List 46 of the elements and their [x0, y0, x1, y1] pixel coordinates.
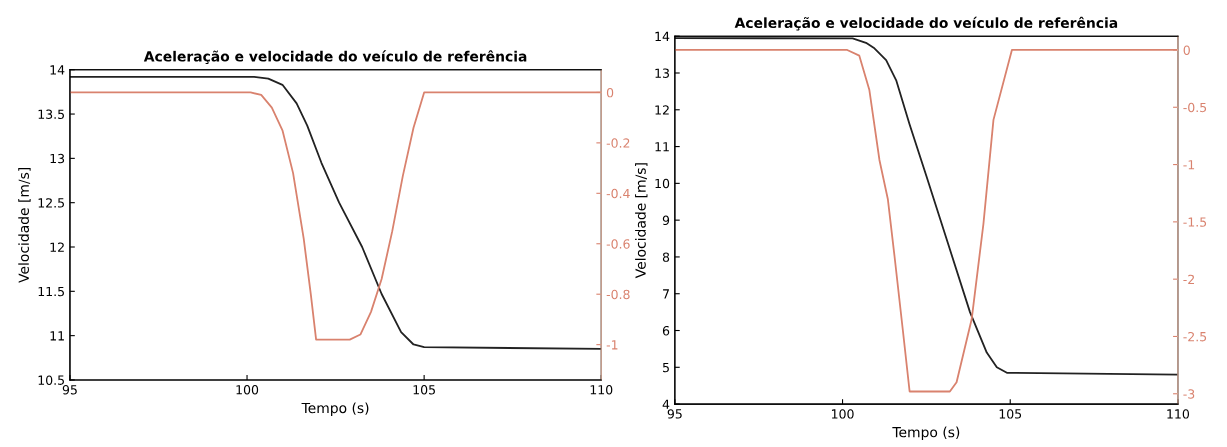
y-tick-label: 13 [50, 153, 65, 164]
y-tick-label: 11 [655, 142, 669, 152]
y-tick-label: 10 [655, 178, 670, 189]
y-tick-label: 13 [655, 68, 669, 78]
x-axis-title: Tempo (s) [892, 426, 960, 441]
y-tick-label: 10.5 [38, 375, 64, 385]
y-tick-label: 12 [50, 242, 64, 252]
y-axis-title: Velocidade [m/s] [635, 163, 648, 279]
y2-tick-label: -1.5 [1183, 217, 1207, 227]
y2-tick-label: -2 [1183, 274, 1194, 284]
chart-title: Aceleração e velocidade do veículo de referência [143, 50, 527, 65]
y2-tick-label: -3 [1183, 389, 1195, 399]
y2-tick-label: -0.5 [1183, 102, 1207, 113]
x-tick-label: 100 [236, 385, 259, 395]
chart-title: Aceleração e velocidade do veículo de referência [734, 16, 1118, 31]
x-axis-title: Tempo (s) [301, 402, 369, 416]
y-tick-label: 11.5 [38, 286, 64, 297]
x-tick-label: 95 [667, 409, 682, 419]
y2-tick-label: -0.8 [606, 289, 630, 300]
y-tick-label: 13.5 [38, 109, 64, 119]
y2-tick-label: 0 [1183, 45, 1190, 55]
y2-tick-label: 0 [606, 87, 614, 98]
y2-tick-label: -1 [1183, 160, 1195, 170]
y-tick-label: 14 [50, 65, 65, 75]
x-tick-label: 95 [62, 385, 77, 395]
y2-tick-label: -0.6 [606, 239, 630, 249]
y-tick-label: 4 [662, 399, 670, 409]
y-tick-label: 5 [663, 362, 669, 373]
y-tick-label: 9 [662, 215, 670, 226]
y-tick-label: 12.5 [38, 198, 64, 208]
y-tick-label: 14 [655, 31, 670, 41]
x-tick-label: 105 [999, 409, 1022, 419]
x-tick-label: 110 [590, 385, 613, 395]
y-tick-label: 12 [655, 105, 669, 115]
y-tick-label: 7 [663, 289, 669, 299]
y-tick-label: 6 [662, 325, 670, 336]
y2-tick-label: -2.5 [1183, 331, 1207, 342]
y2-tick-label: -0.2 [606, 138, 630, 148]
y-tick-label: 11 [50, 331, 64, 341]
x-tick-label: 110 [1167, 409, 1190, 419]
y2-tick-label: -0.4 [606, 188, 630, 199]
x-tick-label: 100 [831, 409, 854, 419]
y-tick-label: 8 [662, 252, 670, 262]
y2-tick-label: -1 [606, 340, 618, 350]
y-axis-title: Velocidade [m/s] [18, 167, 31, 283]
x-tick-label: 105 [413, 385, 435, 395]
